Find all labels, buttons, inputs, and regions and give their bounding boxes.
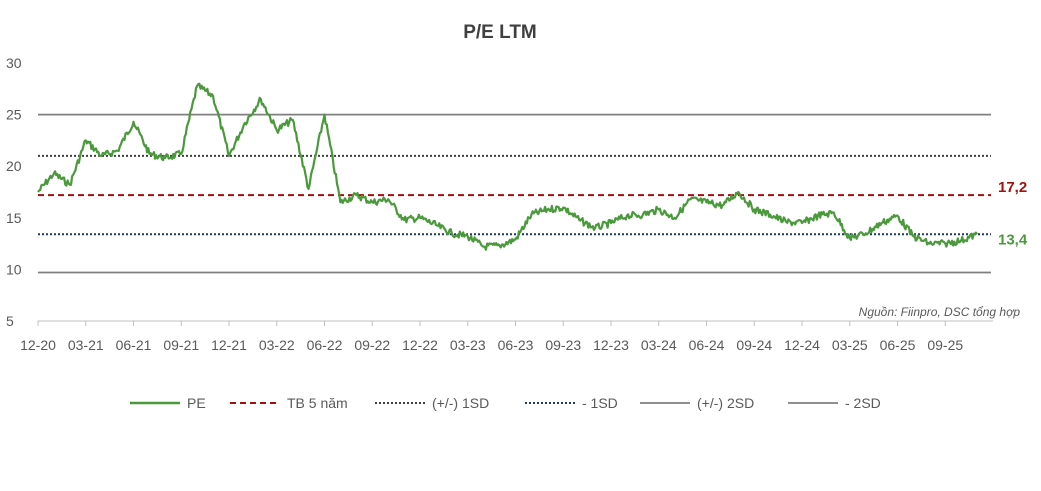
x-tick-label: 06-25 [880, 337, 916, 353]
legend-label-pe: PE [187, 395, 206, 411]
x-tick-label: 12-22 [402, 337, 438, 353]
x-tick-label: 03-25 [832, 337, 868, 353]
annotations: 17,2 13,4 [998, 179, 1028, 248]
pe-series [37, 82, 978, 251]
x-tick-label: 06-23 [498, 337, 534, 353]
x-tick-label: 06-21 [116, 337, 152, 353]
x-tick-label: 09-24 [736, 337, 772, 353]
y-tick-label: 5 [6, 313, 14, 329]
legend-label-2sd: - 2SD [845, 395, 881, 411]
legend: PE TB 5 năm (+/-) 1SD - 1SD (+/-) 2SD - 2SD [130, 395, 881, 411]
y-tick-label: 15 [6, 210, 22, 226]
legend-label-tb-5-n-m: TB 5 năm [287, 395, 348, 411]
x-tick-label: 06-24 [689, 337, 725, 353]
source-note: Nguồn: Fiinpro, DSC tổng hợp [859, 305, 1021, 319]
legend-label-1sd: (+/-) 1SD [432, 395, 489, 411]
x-axis: 12-20 03-21 06-21 09-21 12-21 03-22 06-22 09-22… [20, 320, 993, 353]
reference-lines [38, 113, 991, 274]
x-tick-label: 09-25 [927, 337, 963, 353]
y-tick-label: 10 [6, 261, 22, 277]
x-tick-label: 09-21 [163, 337, 199, 353]
x-tick-label: 06-22 [307, 337, 343, 353]
chart-title: P/E LTM [463, 22, 537, 43]
y-tick-label: 20 [6, 158, 22, 174]
x-tick-label: 09-23 [545, 337, 581, 353]
x-tick-label: 12-23 [593, 337, 629, 353]
x-tick-label: 03-22 [259, 337, 295, 353]
label-tb-5-n-m: 17,2 [998, 179, 1027, 196]
y-axis: 5 10 15 20 25 30 [6, 55, 22, 329]
pe-line [37, 82, 978, 251]
y-tick-label: 30 [6, 55, 22, 71]
x-tick-label: 03-23 [450, 337, 486, 353]
legend-label-1sd: - 1SD [582, 395, 618, 411]
legend-label-2sd: (+/-) 2SD [697, 395, 754, 411]
label-pe: 13,4 [998, 231, 1028, 248]
x-tick-label: 12-20 [20, 337, 56, 353]
y-tick-label: 25 [6, 107, 22, 123]
x-tick-label: 03-21 [68, 337, 104, 353]
x-tick-label: 03-24 [641, 337, 677, 353]
x-tick-label: 12-24 [784, 337, 820, 353]
x-tick-label: 12-21 [211, 337, 247, 353]
x-tick-label: 09-22 [354, 337, 390, 353]
